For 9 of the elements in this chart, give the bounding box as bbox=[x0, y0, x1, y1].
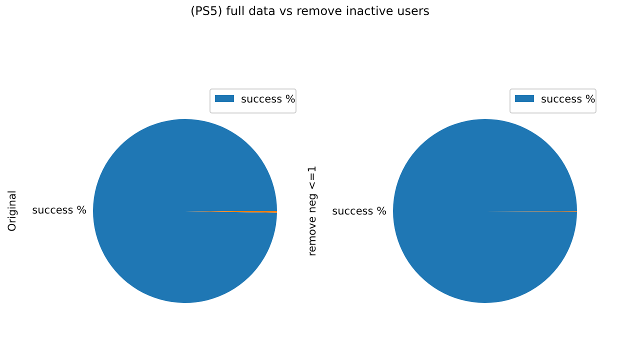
text: remove neg <=1 bbox=[306, 166, 319, 256]
chart-title: (PS5) full data vs remove inactive users bbox=[190, 4, 430, 18]
text: Original bbox=[6, 190, 19, 232]
legend-label: success % bbox=[541, 94, 596, 106]
slice-label: success % bbox=[332, 205, 387, 218]
slice-label: success % bbox=[32, 204, 87, 217]
pie-slice bbox=[93, 119, 277, 303]
pie-slice bbox=[393, 119, 577, 303]
legend-label: success % bbox=[241, 94, 296, 106]
